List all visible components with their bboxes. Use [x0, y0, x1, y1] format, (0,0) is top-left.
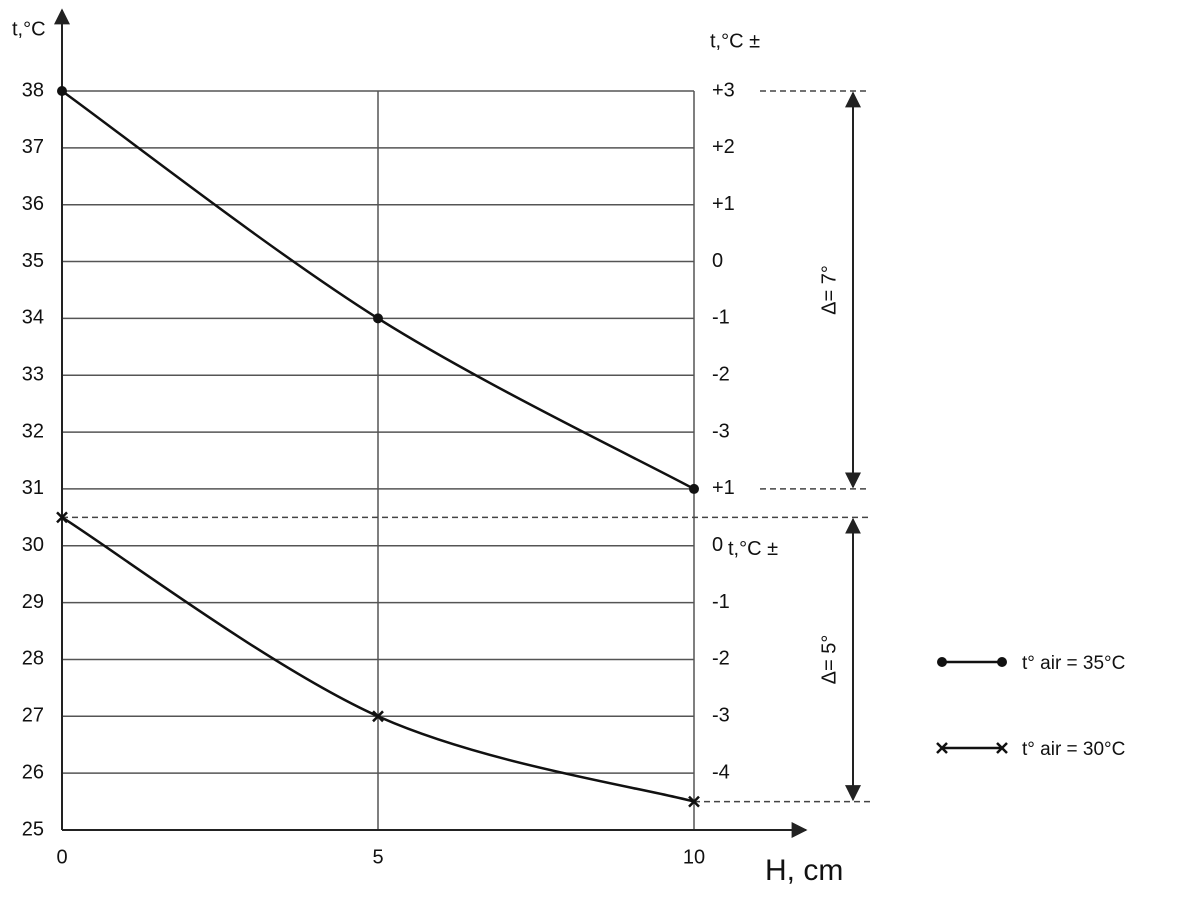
y-tick-label: 29: [22, 591, 44, 613]
right-tick-label: +1: [712, 477, 735, 499]
legend-marker: [936, 742, 948, 754]
right-tick-label: -2: [712, 648, 730, 670]
point: [57, 86, 67, 96]
y-tick-label: 30: [22, 534, 44, 556]
y-tick-label: 28: [22, 648, 44, 670]
y-tick-label: 34: [22, 307, 44, 329]
y-tick-label: 27: [22, 705, 44, 727]
legend-label: t° air = 35°C: [1022, 653, 1125, 674]
x-axis-title: H, cm: [765, 854, 843, 887]
x-tick-label: 10: [683, 846, 705, 868]
right-tick-label: -3: [712, 420, 730, 442]
right-tick-label: 0: [712, 250, 723, 272]
x-tick-label: 5: [372, 846, 383, 868]
point: [689, 483, 699, 494]
right-tick-label: -1: [712, 307, 730, 329]
point: [688, 795, 700, 808]
right-tick-label: -4: [712, 761, 730, 783]
legend-marker: [937, 657, 947, 667]
annotation: Δ= 5°: [818, 635, 840, 685]
y-tick-label: 37: [22, 136, 44, 158]
y-tick-label: 26: [22, 761, 44, 783]
legend-marker: [997, 657, 1007, 667]
legend-marker: [996, 742, 1008, 754]
y2-axis-title: t,°C ±: [728, 538, 778, 560]
x-tick-label: 0: [56, 846, 67, 868]
y-tick-label: 38: [22, 79, 44, 101]
y-tick-label: 35: [22, 250, 44, 272]
right-tick-label: +1: [712, 193, 735, 215]
right-tick-label: -3: [712, 705, 730, 727]
point: [373, 313, 383, 324]
point: [56, 511, 68, 524]
point: [372, 710, 384, 723]
right-tick-label: +2: [712, 136, 735, 158]
right-tick-label: -2: [712, 364, 730, 386]
right-tick-label: +3: [712, 79, 735, 101]
y-tick-label: 32: [22, 420, 44, 442]
y-tick-label: 31: [22, 477, 44, 499]
y-tick-label: 25: [22, 818, 44, 840]
legend-label: t° air = 30°C: [1022, 739, 1125, 760]
right-tick-label: 0: [712, 534, 723, 556]
y2-axis-title: t,°C ±: [710, 30, 760, 52]
y-tick-label: 36: [22, 193, 44, 215]
y-tick-label: 33: [22, 364, 44, 386]
right-tick-label: -1: [712, 591, 730, 613]
y-axis-title: t,°C: [12, 18, 46, 40]
annotation: Δ= 7°: [818, 265, 840, 315]
